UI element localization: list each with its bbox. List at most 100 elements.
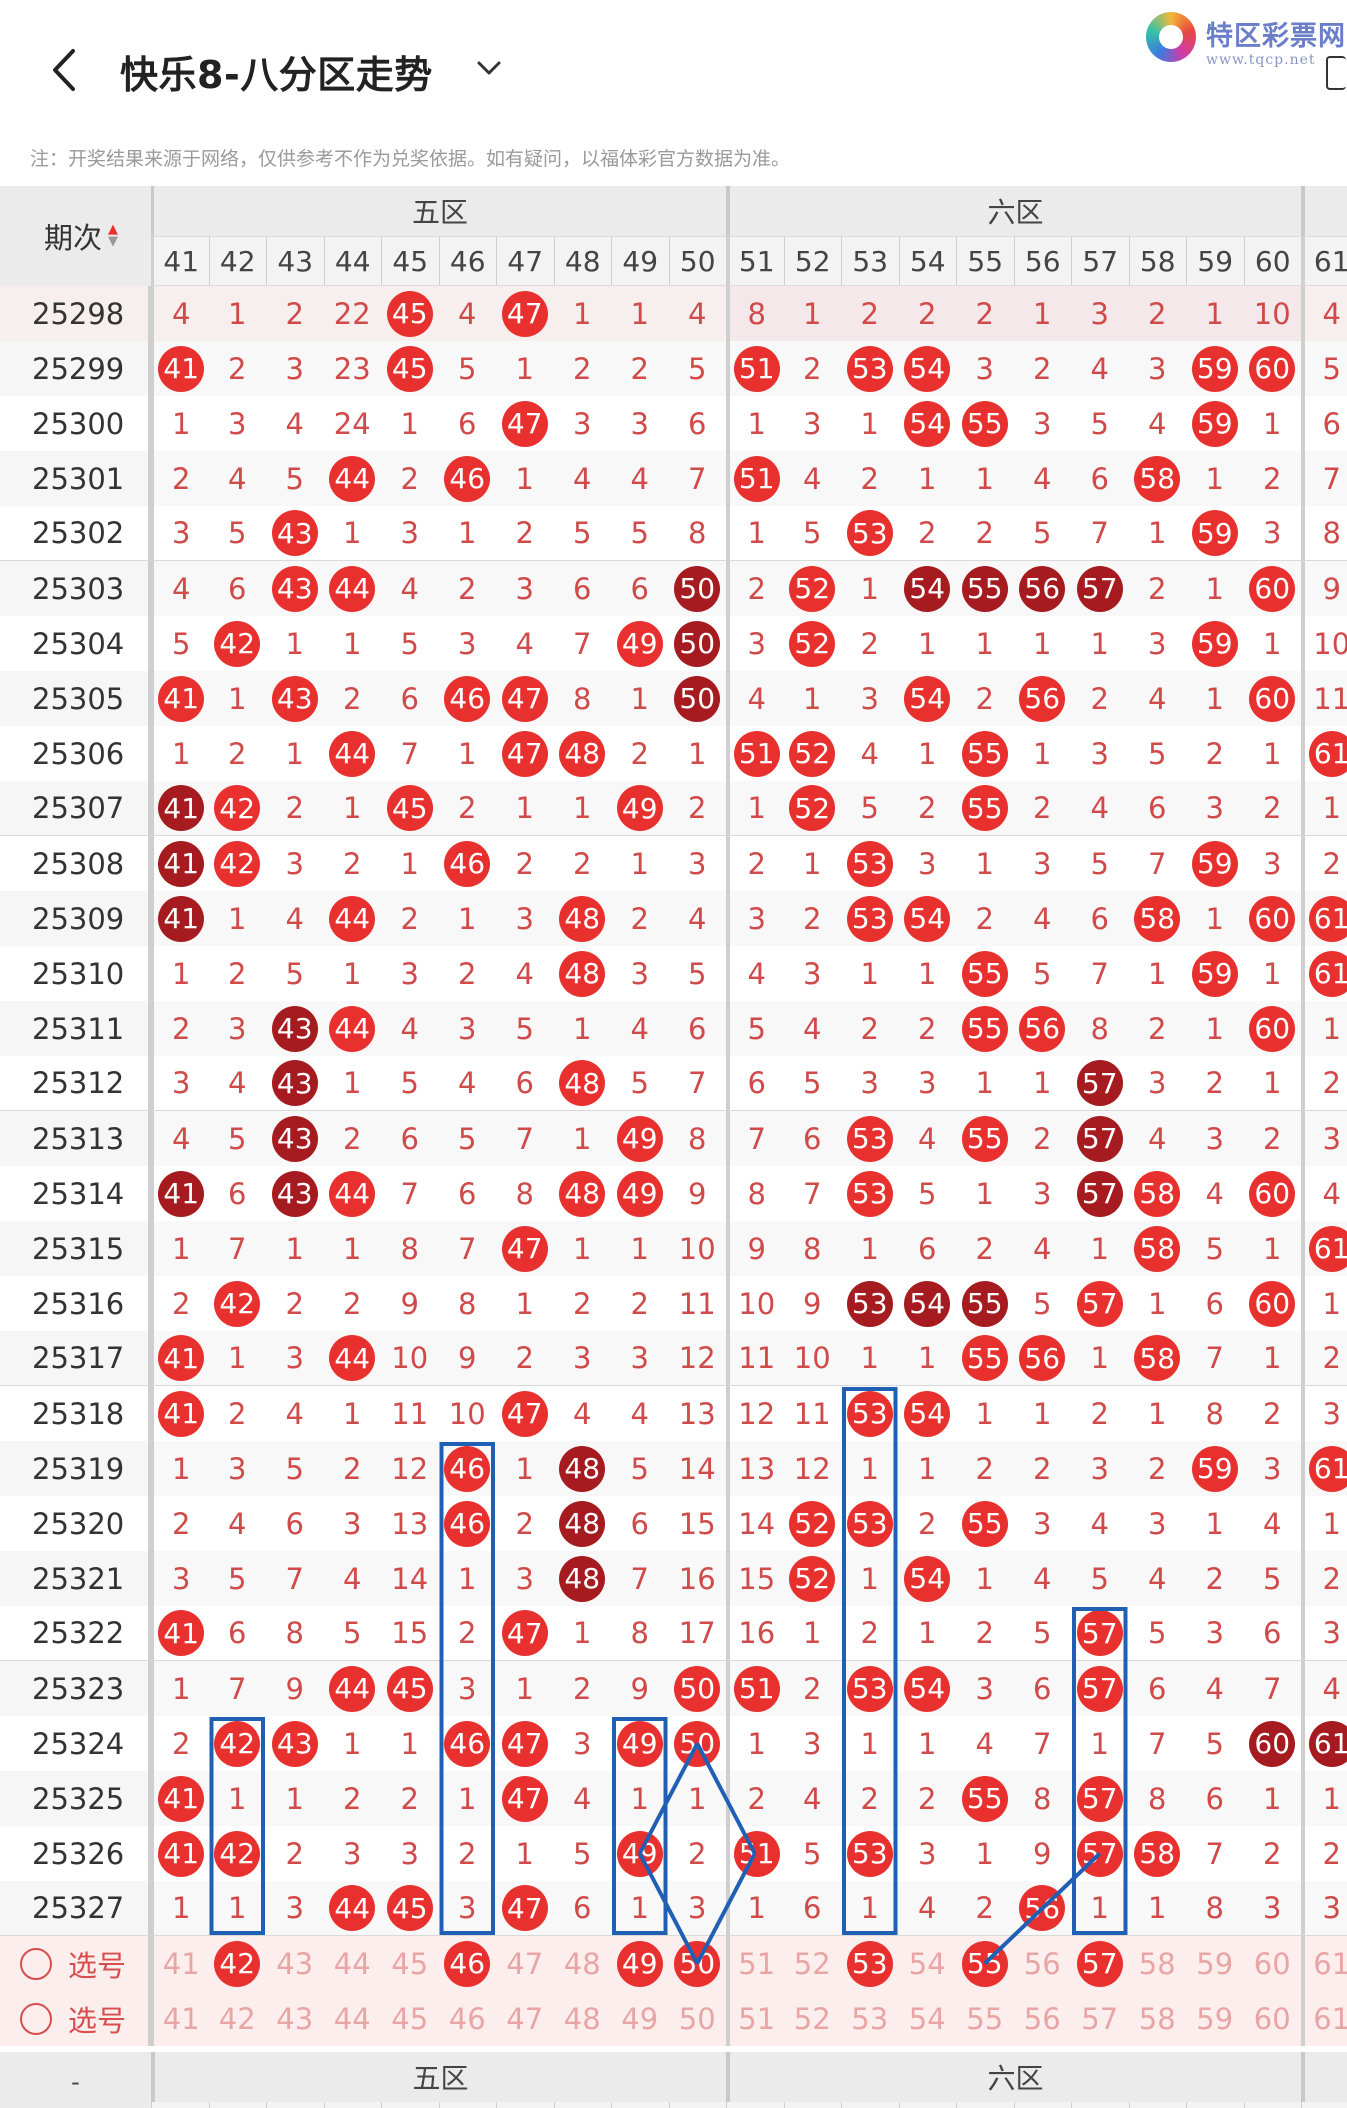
- drawn-number-ball: 51: [733, 1665, 780, 1712]
- table-cell: 1: [1013, 726, 1071, 781]
- miss-count: 6: [803, 1891, 822, 1925]
- select-number[interactable]: 60: [1253, 1946, 1291, 1981]
- select-number[interactable]: 48: [563, 1946, 601, 1981]
- select-number[interactable]: 55: [966, 2001, 1004, 2036]
- radio-button[interactable]: [20, 2002, 52, 2035]
- select-number[interactable]: 43: [276, 1946, 314, 1981]
- table-cell: 47: [496, 286, 554, 341]
- select-number[interactable]: 60: [1253, 2001, 1291, 2036]
- select-number[interactable]: 58: [1138, 1946, 1176, 1981]
- select-number[interactable]: 57: [1081, 2001, 1119, 2036]
- table-cell: 13: [668, 1386, 726, 1441]
- select-number[interactable]: 47: [506, 1946, 544, 1981]
- select-row-label[interactable]: 选号: [0, 1936, 151, 1991]
- table-cell: 3: [1301, 1881, 1347, 1936]
- table-cell: 6: [1071, 891, 1129, 946]
- drawn-number-ball[interactable]: 42: [214, 1940, 261, 1987]
- select-number[interactable]: 53: [851, 2001, 889, 2036]
- select-row-label[interactable]: 选号: [0, 1991, 151, 2046]
- table-cell: 3: [726, 891, 784, 946]
- select-number[interactable]: 61: [1313, 1946, 1347, 1981]
- drawn-number-ball[interactable]: 46: [444, 1940, 491, 1987]
- miss-count: 1: [975, 1396, 994, 1431]
- issue-number: 25327: [0, 1881, 151, 1936]
- back-button[interactable]: [44, 45, 84, 95]
- table-cell: 52: [783, 616, 841, 671]
- table-cell: 2: [898, 1771, 956, 1826]
- table-cell: 5: [496, 1001, 554, 1056]
- drawn-number-ball: 54: [904, 1390, 951, 1437]
- drawn-number-ball: 44: [329, 1885, 376, 1931]
- page-title[interactable]: 快乐8-八分区走势: [120, 53, 433, 97]
- miss-count: 2: [860, 626, 879, 661]
- select-number[interactable]: 44: [333, 1946, 371, 1981]
- select-number[interactable]: 45: [391, 2001, 429, 2036]
- miss-count: 4: [688, 296, 707, 331]
- select-number[interactable]: 59: [1196, 2001, 1234, 2036]
- miss-count: 3: [1033, 406, 1052, 441]
- select-number[interactable]: 59: [1196, 1946, 1234, 1981]
- miss-count: 7: [1090, 956, 1109, 991]
- select-number[interactable]: 44: [333, 2001, 371, 2036]
- drawn-number-ball: 51: [733, 1830, 780, 1877]
- table-cell: 1: [1071, 616, 1129, 671]
- drawn-number-ball[interactable]: 53: [846, 1940, 893, 1987]
- miss-count: 1: [1090, 1231, 1109, 1266]
- sort-icon[interactable]: ▲ ▼: [108, 222, 119, 249]
- miss-count: 4: [172, 571, 191, 606]
- select-number[interactable]: 61: [1313, 2001, 1347, 2036]
- miss-count: 1: [515, 1671, 534, 1706]
- chevron-down-icon[interactable]: [474, 55, 504, 81]
- select-number[interactable]: 58: [1138, 2001, 1176, 2036]
- select-number[interactable]: 54: [908, 2001, 946, 2036]
- drawn-number-ball[interactable]: 50: [674, 1940, 721, 1987]
- radio-button[interactable]: [20, 1947, 52, 1980]
- table-cell: 7: [668, 1056, 726, 1111]
- select-number[interactable]: 47: [506, 2001, 544, 2036]
- select-number[interactable]: 49: [621, 2001, 659, 2036]
- table-cell: 2: [841, 1606, 899, 1661]
- select-number[interactable]: 41: [162, 2001, 200, 2036]
- select-number[interactable]: 46: [448, 2001, 486, 2036]
- drawn-number-ball: 43: [271, 1720, 318, 1767]
- select-number[interactable]: 56: [1023, 2001, 1061, 2036]
- select-number[interactable]: 51: [738, 2001, 776, 2036]
- drawn-number-ball: 55: [961, 400, 1008, 447]
- miss-count: 24: [333, 406, 371, 441]
- select-number[interactable]: 51: [738, 1946, 776, 1981]
- select-number[interactable]: 50: [678, 2001, 716, 2036]
- table-cell: 56: [1013, 561, 1071, 616]
- miss-count: 2: [228, 736, 247, 771]
- drawn-number-ball[interactable]: 49: [616, 1940, 663, 1987]
- select-number[interactable]: 52: [793, 2001, 831, 2036]
- table-cell: 1: [151, 946, 209, 1001]
- miss-count: 12: [391, 1451, 429, 1486]
- table-cell: 46: [438, 836, 496, 891]
- table-cell: 55: [956, 1001, 1014, 1056]
- drawn-number-ball[interactable]: 55: [961, 1940, 1008, 1987]
- table-cell: 2: [438, 781, 496, 836]
- select-number[interactable]: 41: [162, 1946, 200, 1981]
- miss-count: 2: [1148, 1451, 1167, 1486]
- issue-column-header[interactable]: 期次 ▲ ▼: [0, 186, 151, 286]
- select-number[interactable]: 42: [218, 2001, 256, 2036]
- select-number[interactable]: 56: [1023, 1946, 1061, 1981]
- select-number[interactable]: 45: [391, 1946, 429, 1981]
- table-cell: 8: [1186, 1881, 1244, 1936]
- miss-count: 2: [1205, 736, 1224, 771]
- select-number[interactable]: 48: [563, 2001, 601, 2036]
- issue-number: 25298: [0, 286, 151, 341]
- miss-count: 1: [1090, 1726, 1109, 1761]
- table-cell: 6: [381, 1111, 439, 1166]
- table-cell: 41: [151, 781, 209, 836]
- table-cell: 4: [1013, 891, 1071, 946]
- trend-table[interactable]: 期次 ▲ ▼ 五区 六区 41 42 43 44 45 46 47 48 49 50 51 52 53 54 55 56…: [0, 186, 1347, 2108]
- drawn-number-ball[interactable]: 57: [1076, 1940, 1123, 1987]
- select-number[interactable]: 52: [793, 1946, 831, 1981]
- select-number[interactable]: 43: [276, 2001, 314, 2036]
- drawn-number-ball: 59: [1191, 400, 1238, 447]
- table-cell: 56: [1013, 1936, 1071, 1991]
- miss-count: 4: [1148, 406, 1167, 441]
- select-number[interactable]: 54: [908, 1946, 946, 1981]
- drawn-number-ball: 56: [1019, 1005, 1066, 1052]
